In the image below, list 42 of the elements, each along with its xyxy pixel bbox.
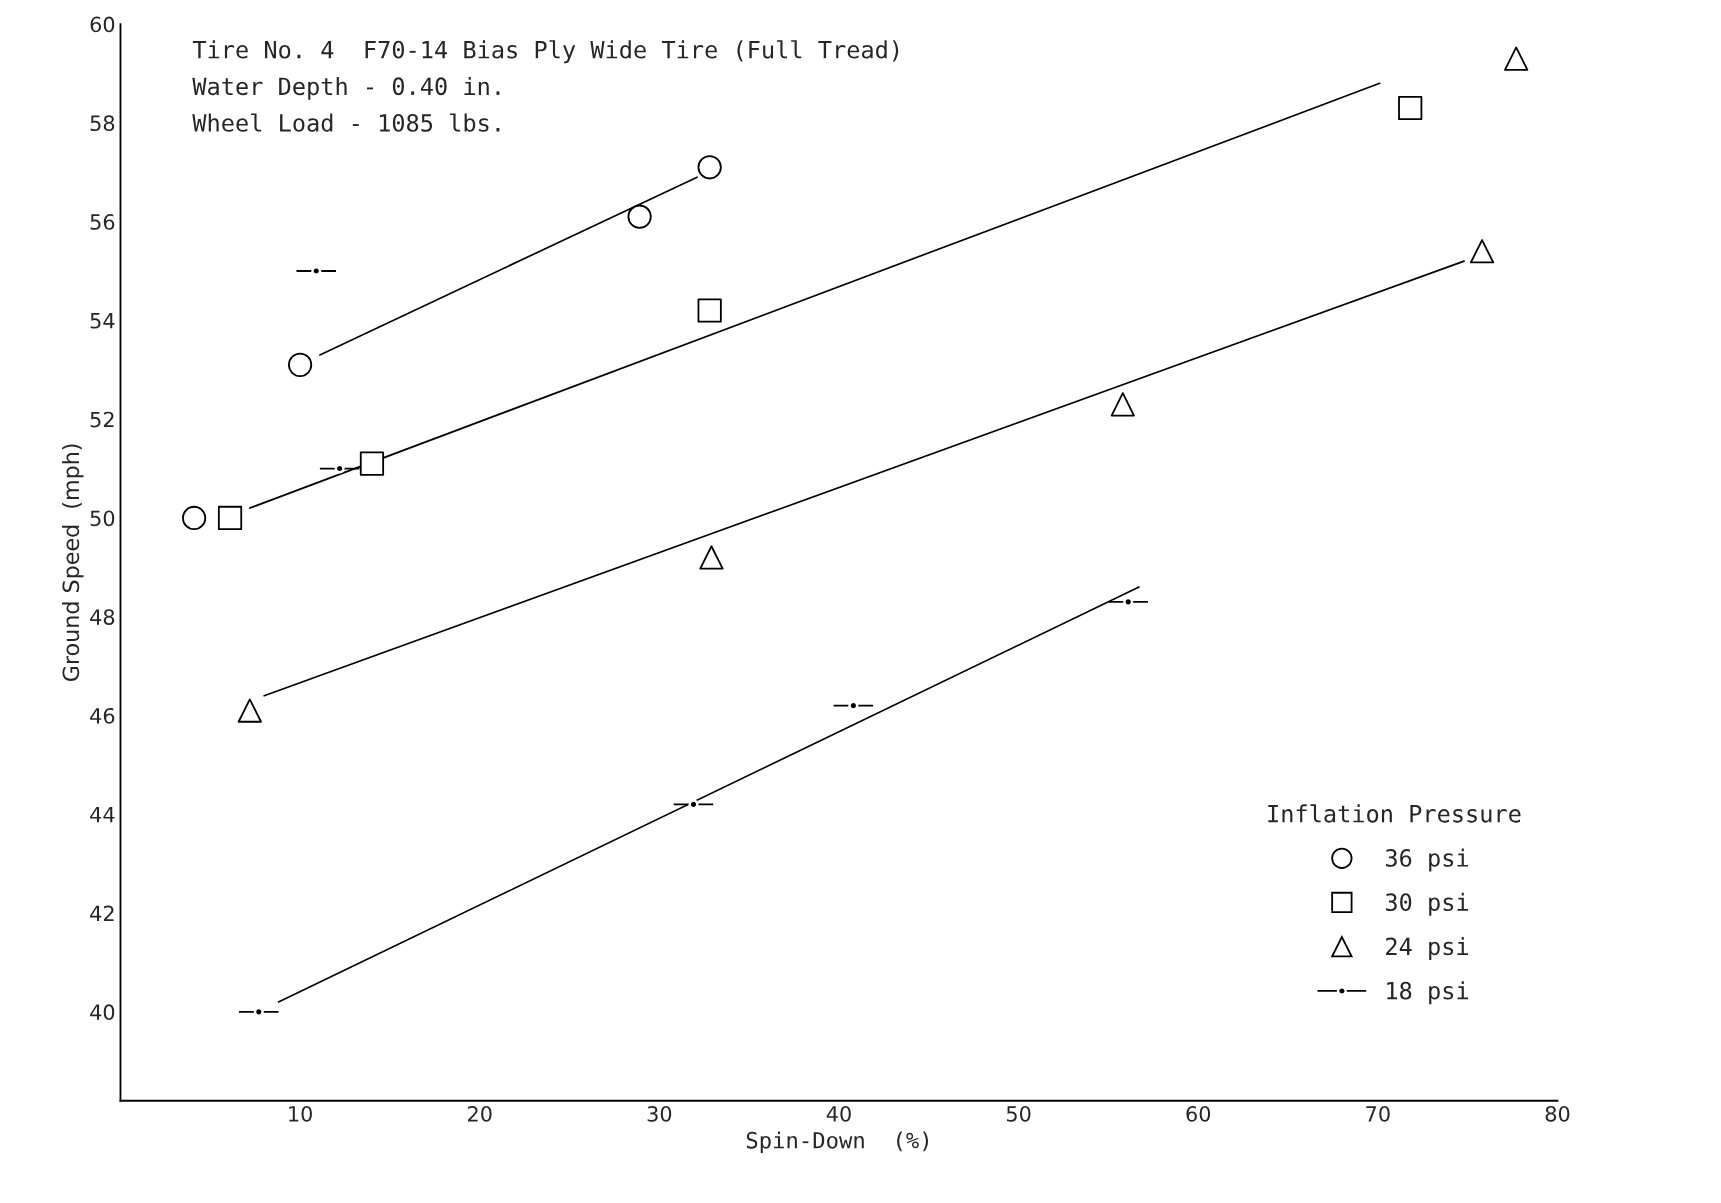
x-tick-label: 10 <box>289 1105 312 1122</box>
x-tick-label: 60 <box>1186 1105 1211 1122</box>
y-tick-label: 46 <box>90 707 115 724</box>
x-axis-title: Spin-Down (%) <box>746 1131 929 1153</box>
y-tick-label: 58 <box>90 115 115 132</box>
text: Tire No. 4 F70-14 Bias Ply Wide Tire (Full Tread) <box>192 40 899 64</box>
x-tick-label: 20 <box>468 1105 492 1122</box>
y-tick-label: 60 <box>90 16 115 33</box>
legend-title: Inflation Pressure <box>1268 804 1521 823</box>
legend-label: 30 psi <box>1385 892 1469 916</box>
x-tick-label: 70 <box>1366 1105 1390 1122</box>
point <box>1110 392 1135 417</box>
point <box>697 298 722 323</box>
legend-label: 18 psi <box>1387 981 1469 1005</box>
point <box>217 505 243 531</box>
x-tick-label: 30 <box>647 1105 672 1122</box>
x-tick-label: 40 <box>826 1105 851 1122</box>
y-tick-label: 44 <box>90 807 115 823</box>
point <box>1398 95 1423 121</box>
x-tick-label: 50 <box>1006 1105 1031 1122</box>
annotation: Wheel Load - 1085 lbs. <box>192 113 500 132</box>
point <box>359 451 385 476</box>
point <box>699 545 724 570</box>
point <box>1504 46 1529 71</box>
y-tick-label: 48 <box>90 609 115 625</box>
y-tick-label: 40 <box>90 1004 115 1021</box>
point <box>182 505 207 531</box>
y-tick-label: 54 <box>90 313 115 329</box>
y-axis-title: Ground Speed (mph) <box>62 444 84 682</box>
legend-label: 36 psi <box>1385 848 1469 872</box>
annotation: Water Depth - 0.40 in. <box>192 76 500 100</box>
y-tick-label: 52 <box>90 411 114 428</box>
point <box>287 352 313 377</box>
x-tick-label: 80 <box>1545 1105 1570 1122</box>
y-tick-label: 56 <box>90 214 115 230</box>
legend-label: 24 psi <box>1386 937 1469 960</box>
y-tick-label: 50 <box>90 510 115 527</box>
point <box>627 204 652 229</box>
point <box>1469 239 1495 264</box>
y-tick-label: 42 <box>90 905 114 921</box>
point <box>237 698 262 723</box>
point <box>697 155 722 180</box>
